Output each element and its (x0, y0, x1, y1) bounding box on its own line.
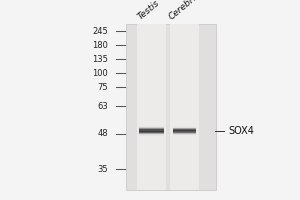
Bar (139, 134, 164, 135)
Bar (139, 130, 164, 131)
Bar (173, 134, 196, 135)
Text: 63: 63 (97, 102, 108, 111)
Bar (139, 127, 164, 128)
Bar (139, 128, 164, 129)
Bar (173, 129, 196, 130)
Bar (139, 133, 164, 134)
Text: 100: 100 (92, 68, 108, 77)
Bar (170, 24, 199, 190)
Bar (173, 130, 196, 131)
Bar (139, 131, 164, 132)
Bar (173, 133, 196, 134)
Text: SOX4: SOX4 (228, 126, 254, 136)
Bar (139, 128, 164, 129)
Bar (173, 128, 196, 129)
Text: 245: 245 (92, 26, 108, 36)
Text: Cerebrum: Cerebrum (167, 0, 208, 22)
Text: 35: 35 (98, 164, 108, 173)
Bar (173, 135, 196, 136)
Text: 135: 135 (92, 54, 108, 64)
Bar (139, 125, 164, 126)
Bar (139, 131, 164, 132)
Bar (139, 129, 164, 130)
Bar (173, 132, 196, 133)
Bar (173, 132, 196, 133)
Bar (173, 131, 196, 132)
Bar (139, 135, 164, 136)
Bar (173, 127, 196, 128)
Bar (139, 133, 164, 134)
Text: 75: 75 (98, 83, 108, 92)
Bar (173, 130, 196, 131)
Bar (139, 135, 164, 136)
Text: 180: 180 (92, 40, 108, 49)
Bar (173, 128, 196, 129)
Bar (139, 127, 164, 128)
Text: 48: 48 (98, 130, 108, 138)
Bar (139, 129, 164, 130)
Text: Testis: Testis (136, 0, 161, 22)
Bar (173, 133, 196, 134)
Bar (173, 129, 196, 130)
Bar (139, 126, 164, 127)
Bar (126, 24, 216, 190)
Bar (173, 134, 196, 135)
Bar (139, 132, 164, 133)
Bar (173, 126, 196, 127)
Bar (137, 24, 166, 190)
Bar (139, 132, 164, 133)
Bar (173, 126, 196, 127)
